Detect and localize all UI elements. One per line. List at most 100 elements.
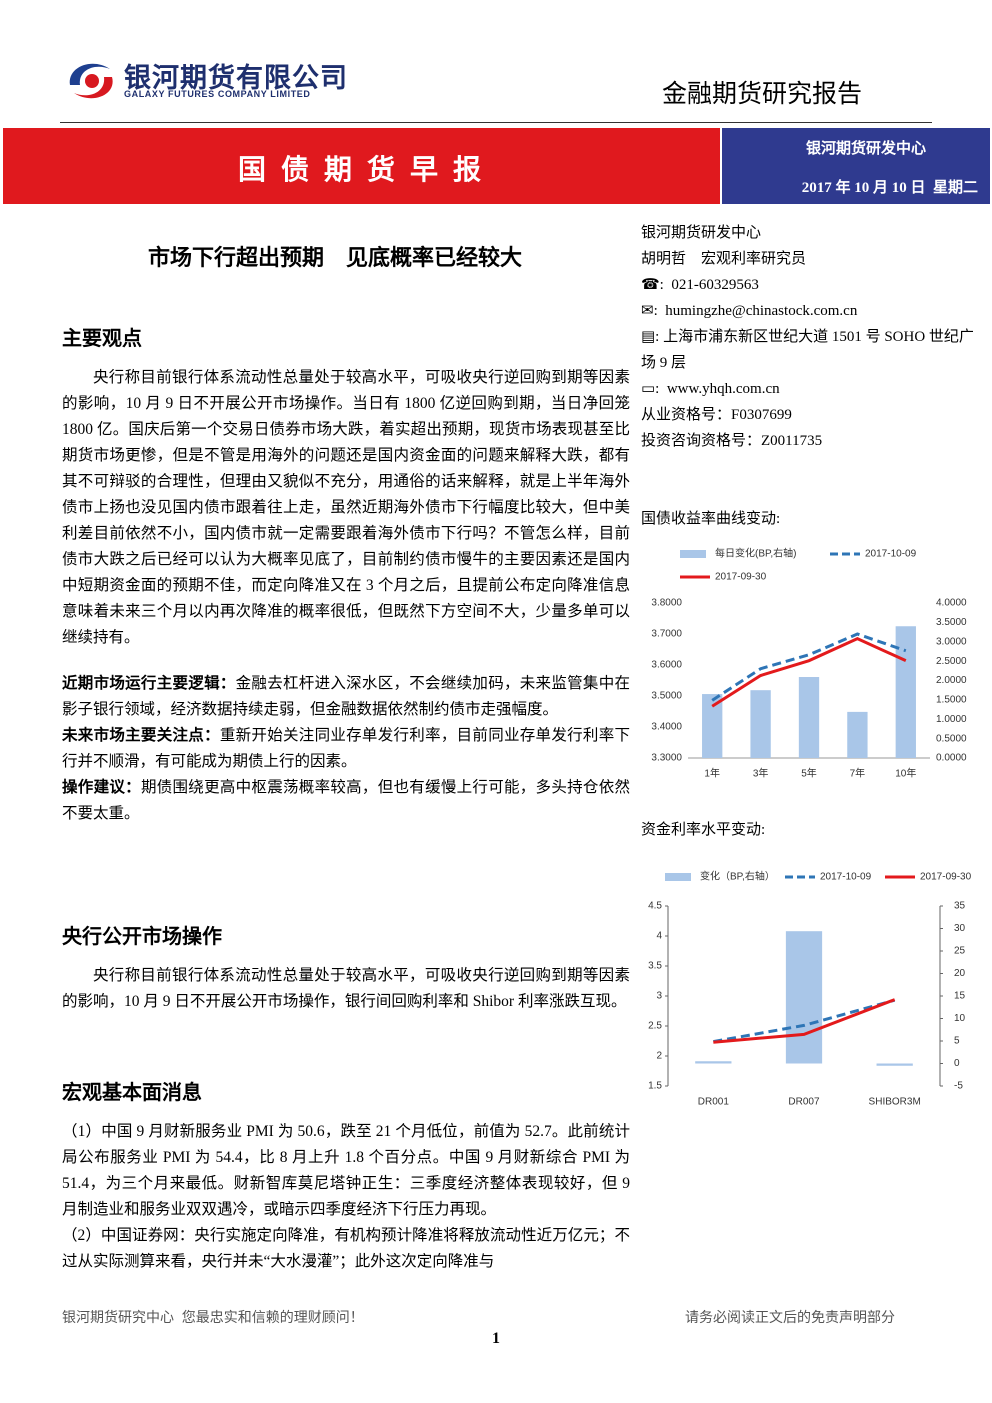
section: 宏观基本面消息 （1）中国 9 月财新服务业 PMI 为 50.6，跌至 21 …	[62, 1076, 630, 1298]
y-tick-label: 3	[656, 991, 662, 1002]
chart: 3.3000 3.4000 3.5000 3.6000 3.7000 3.8000 0.00…	[651, 547, 967, 780]
y2-tick-label: -5	[954, 1081, 963, 1092]
y2-tick-label: 1.5000	[936, 695, 967, 706]
bar	[785, 931, 823, 1064]
y2-tick-label: 25	[954, 946, 966, 957]
contact-line: ☎: 021-60329563	[641, 277, 759, 293]
x-tick-label: DR001	[698, 1097, 730, 1108]
legend-swatch	[680, 550, 706, 558]
bar	[895, 626, 916, 758]
company-name: 银河期货有限公司	[124, 63, 348, 93]
section-heading: 主要观点	[62, 328, 142, 350]
contact-line: 从业资格号：F0307699	[641, 407, 792, 423]
paragraph-text: 重新开始关注同业存单发行利率，目前同业存单发行利率下行并不顺滑，有可能成为期债上…	[62, 727, 630, 770]
paragraph: 近期市场运行主要逻辑：金融去杠杆进入深水区，不会继续加码，未来监管集中在影子银行…	[62, 671, 630, 723]
y2-tick-label: 10	[954, 1013, 966, 1024]
chart: 1.5 2 2.5 3 3.5 4 4.5 -5 0 5 10 15 20 25 30 35 DR001 DR00…	[648, 870, 972, 1108]
paragraph: 操作建议：期债围绕更高中枢震荡概率较高，但也有缓慢上行可能，多头持仓依然不要太重…	[62, 775, 630, 827]
line	[713, 998, 896, 1044]
y-tick-label: 1.5	[648, 1081, 662, 1092]
contact-line: ✉: humingzhe@chinastock.com.cn	[641, 303, 858, 319]
bar	[750, 690, 771, 758]
y-tick-label: 3.4000	[651, 722, 682, 733]
paragraph-label: 近期市场运行主要逻辑：	[62, 675, 236, 692]
y2-tick-label: 35	[954, 901, 966, 912]
y2-tick-label: 2.5000	[936, 656, 967, 667]
y-tick-label: 3.5	[648, 961, 662, 972]
y2-tick-label: 1.0000	[936, 714, 967, 725]
banner-title: 国 债 期 货 早 报	[237, 155, 485, 186]
legend-label: 2017-10-09	[865, 549, 917, 560]
paragraph: 未来市场主要关注点：重新开始关注同业存单发行利率，目前同业存单发行利率下行并不顺…	[62, 723, 630, 775]
y-tick-label: 4.5	[648, 901, 662, 912]
y2-tick-label: 4.0000	[936, 598, 967, 609]
y-tick-label: 3.8000	[651, 598, 682, 609]
legend-label: 2017-10-09	[820, 872, 872, 883]
y2-tick-label: 0.0000	[936, 753, 967, 764]
legend-label: 每日变化(BP,右轴)	[715, 547, 797, 560]
section: 央行公开市场操作 央行称目前银行体系流动性总量处于较高水平，可吸收央行逆回购到期…	[62, 920, 630, 1015]
line	[713, 998, 896, 1044]
line	[711, 637, 907, 708]
paragraph-text: 期债围绕更高中枢震荡概率较高，但也有缓慢上行可能，多头持仓依然不要太重。	[62, 779, 630, 822]
logo	[69, 63, 113, 99]
contact-line: 投资咨询资格号：Z0011735	[641, 433, 823, 449]
bar	[702, 694, 723, 758]
bar	[876, 1063, 913, 1066]
x-tick-label: 5年	[801, 767, 817, 780]
legend-label: 2017-09-30	[920, 872, 972, 883]
legend-label: 2017-09-30	[715, 572, 767, 583]
y2-tick-label: 3.0000	[936, 636, 967, 647]
legend-label: 变化（BP,右轴）	[700, 870, 775, 883]
section-heading: 宏观基本面消息	[62, 1082, 202, 1104]
bar	[695, 1061, 732, 1064]
contact: 银河期货研发中心胡明哲 宏观利率研究员 ☎: 021-60329563 ✉: hum…	[641, 220, 986, 454]
paragraph: （1）中国 9 月财新服务业 PMI 为 50.6，跌至 21 个月低位，前值为…	[62, 1123, 630, 1218]
bar	[798, 677, 820, 758]
x-tick-label: 10年	[895, 767, 916, 780]
article-title: 市场下行超出预期 见底概率已经较大	[147, 245, 522, 270]
y2-tick-label: 5	[954, 1036, 960, 1047]
paragraph: （2）中国证券网：央行实施定向降准，有机构预计降准将释放流动性近万亿元；不过从实…	[62, 1227, 630, 1270]
y2-tick-label: 15	[954, 991, 966, 1002]
banner: 国 债 期 货 早 报	[3, 128, 720, 204]
bar	[847, 711, 868, 758]
x-tick-label: 3年	[753, 767, 769, 780]
y2-tick-label: 20	[954, 968, 966, 979]
y2-tick-label: 0	[954, 1058, 960, 1069]
banner-date: 2017 年 10 月 10 日 星期二	[801, 180, 978, 196]
x-tick-label: 7年	[850, 767, 866, 780]
contact-line: 银河期货研发中心	[641, 225, 762, 241]
contact-line: ▤: 上海市浦东新区世纪大道 1501 号 SOHO 世纪广场 9 层	[641, 329, 974, 371]
page-number: 1	[492, 1330, 500, 1347]
y-tick-label: 2.5	[648, 1021, 662, 1032]
footer-left: 银河期货研究中心 您最忠实和信赖的理财顾问！	[62, 1309, 364, 1325]
paragraph: 央行称目前银行体系流动性总量处于较高水平，可吸收央行逆回购到期等因素的影响，10…	[62, 967, 630, 1010]
legend-swatch	[665, 873, 691, 881]
chart-title: 国债收益率曲线变动:	[641, 511, 781, 527]
footer-right: 请务必阅读正文后的免责声明部分	[685, 1309, 895, 1325]
contact-line: 胡明哲 宏观利率研究员	[641, 251, 807, 267]
paragraph-label: 操作建议：	[62, 779, 141, 796]
section-heading: 央行公开市场操作	[62, 926, 222, 948]
y2-tick-label: 3.5000	[936, 617, 967, 628]
y-tick-label: 3.3000	[651, 753, 682, 764]
y-tick-label: 3.7000	[651, 629, 682, 640]
y-tick-label: 3.5000	[651, 691, 682, 702]
x-tick-label: SHIBOR3M	[869, 1097, 921, 1108]
y-tick-label: 4	[656, 931, 662, 942]
chart-title: 资金利率水平变动:	[641, 822, 766, 838]
paragraph-label: 未来市场主要关注点：	[62, 727, 220, 744]
y-tick-label: 2	[656, 1051, 662, 1062]
contact-line: ▭: www.yhqh.com.cn	[641, 381, 780, 397]
banner-side: 银河期货研发中心 2017 年 10 月 10 日 星期二	[722, 128, 990, 204]
company-en: GALAXY FUTURES COMPANY LIMITED	[124, 89, 311, 99]
paragraph-text: 金融去杠杆进入深水区，不会继续加码，未来监管集中在影子银行领域，经济数据持续走弱…	[62, 675, 630, 718]
paragraph: 央行称目前银行体系流动性总量处于较高水平，可吸收央行逆回购到期等因素的影响，10…	[62, 369, 630, 646]
x-tick-label: DR007	[788, 1097, 820, 1108]
section: 主要观点 央行称目前银行体系流动性总量处于较高水平，可吸收央行逆回购到期等因素的…	[62, 322, 630, 827]
y2-tick-label: 30	[954, 923, 966, 934]
y-tick-label: 3.6000	[651, 660, 682, 671]
header-rule	[60, 122, 932, 123]
x-tick-label: 1年	[704, 767, 720, 780]
